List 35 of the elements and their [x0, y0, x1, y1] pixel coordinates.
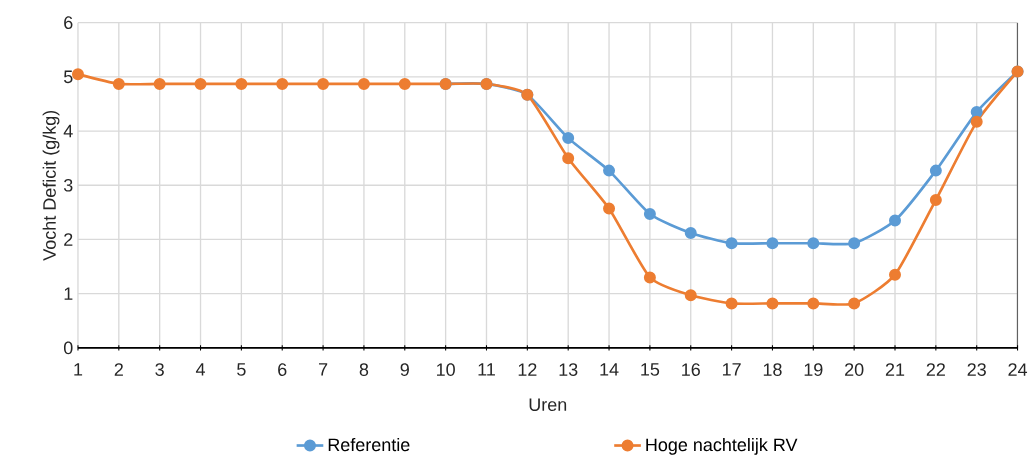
- x-tick-label: 23: [967, 363, 986, 376]
- x-tick-label: 16: [682, 363, 700, 376]
- x-tick-label: 8: [359, 363, 369, 376]
- y-tick-label: 2: [64, 233, 73, 246]
- x-tick-label: 22: [926, 363, 945, 376]
- x-tick-label: 3: [155, 363, 164, 376]
- x-tick-label: 9: [400, 363, 409, 376]
- x-tick-label: 2: [114, 363, 123, 376]
- y-axis-title: Vocht Deficit (g/kg): [42, 110, 60, 261]
- x-tick-label: 17: [722, 363, 741, 376]
- x-tick-label: 13: [559, 363, 578, 376]
- x-tick-label: 19: [804, 363, 823, 376]
- x-tick-label: 15: [641, 363, 660, 376]
- y-tick-label: 5: [63, 70, 73, 83]
- x-tick-label: 14: [600, 363, 619, 376]
- x-axis-title: Uren: [529, 398, 567, 411]
- x-tick-label: 12: [518, 363, 537, 376]
- x-tick-label: 5: [237, 363, 246, 376]
- y-tick-label: 6: [64, 16, 73, 29]
- legend-label: Referentie: [328, 437, 410, 452]
- x-tick-label: 24: [1008, 363, 1028, 376]
- y-tick-label: 3: [63, 178, 73, 192]
- legend-label: Hoge nachtelijk RV: [646, 437, 798, 455]
- x-tick-label: 4: [195, 363, 206, 376]
- x-tick-label: 20: [845, 363, 864, 376]
- x-tick-label: 18: [763, 363, 782, 376]
- x-tick-label: 6: [278, 363, 287, 376]
- x-tick-label: 1: [74, 363, 83, 376]
- y-tick-label: 0: [63, 341, 73, 355]
- x-tick-label: 21: [885, 363, 905, 376]
- y-tick-label: 4: [63, 124, 73, 138]
- x-tick-label: 7: [319, 363, 328, 376]
- x-tick-label: 10: [437, 363, 455, 376]
- x-tick-label: 11: [478, 363, 495, 376]
- y-tick-label: 1: [64, 287, 73, 300]
